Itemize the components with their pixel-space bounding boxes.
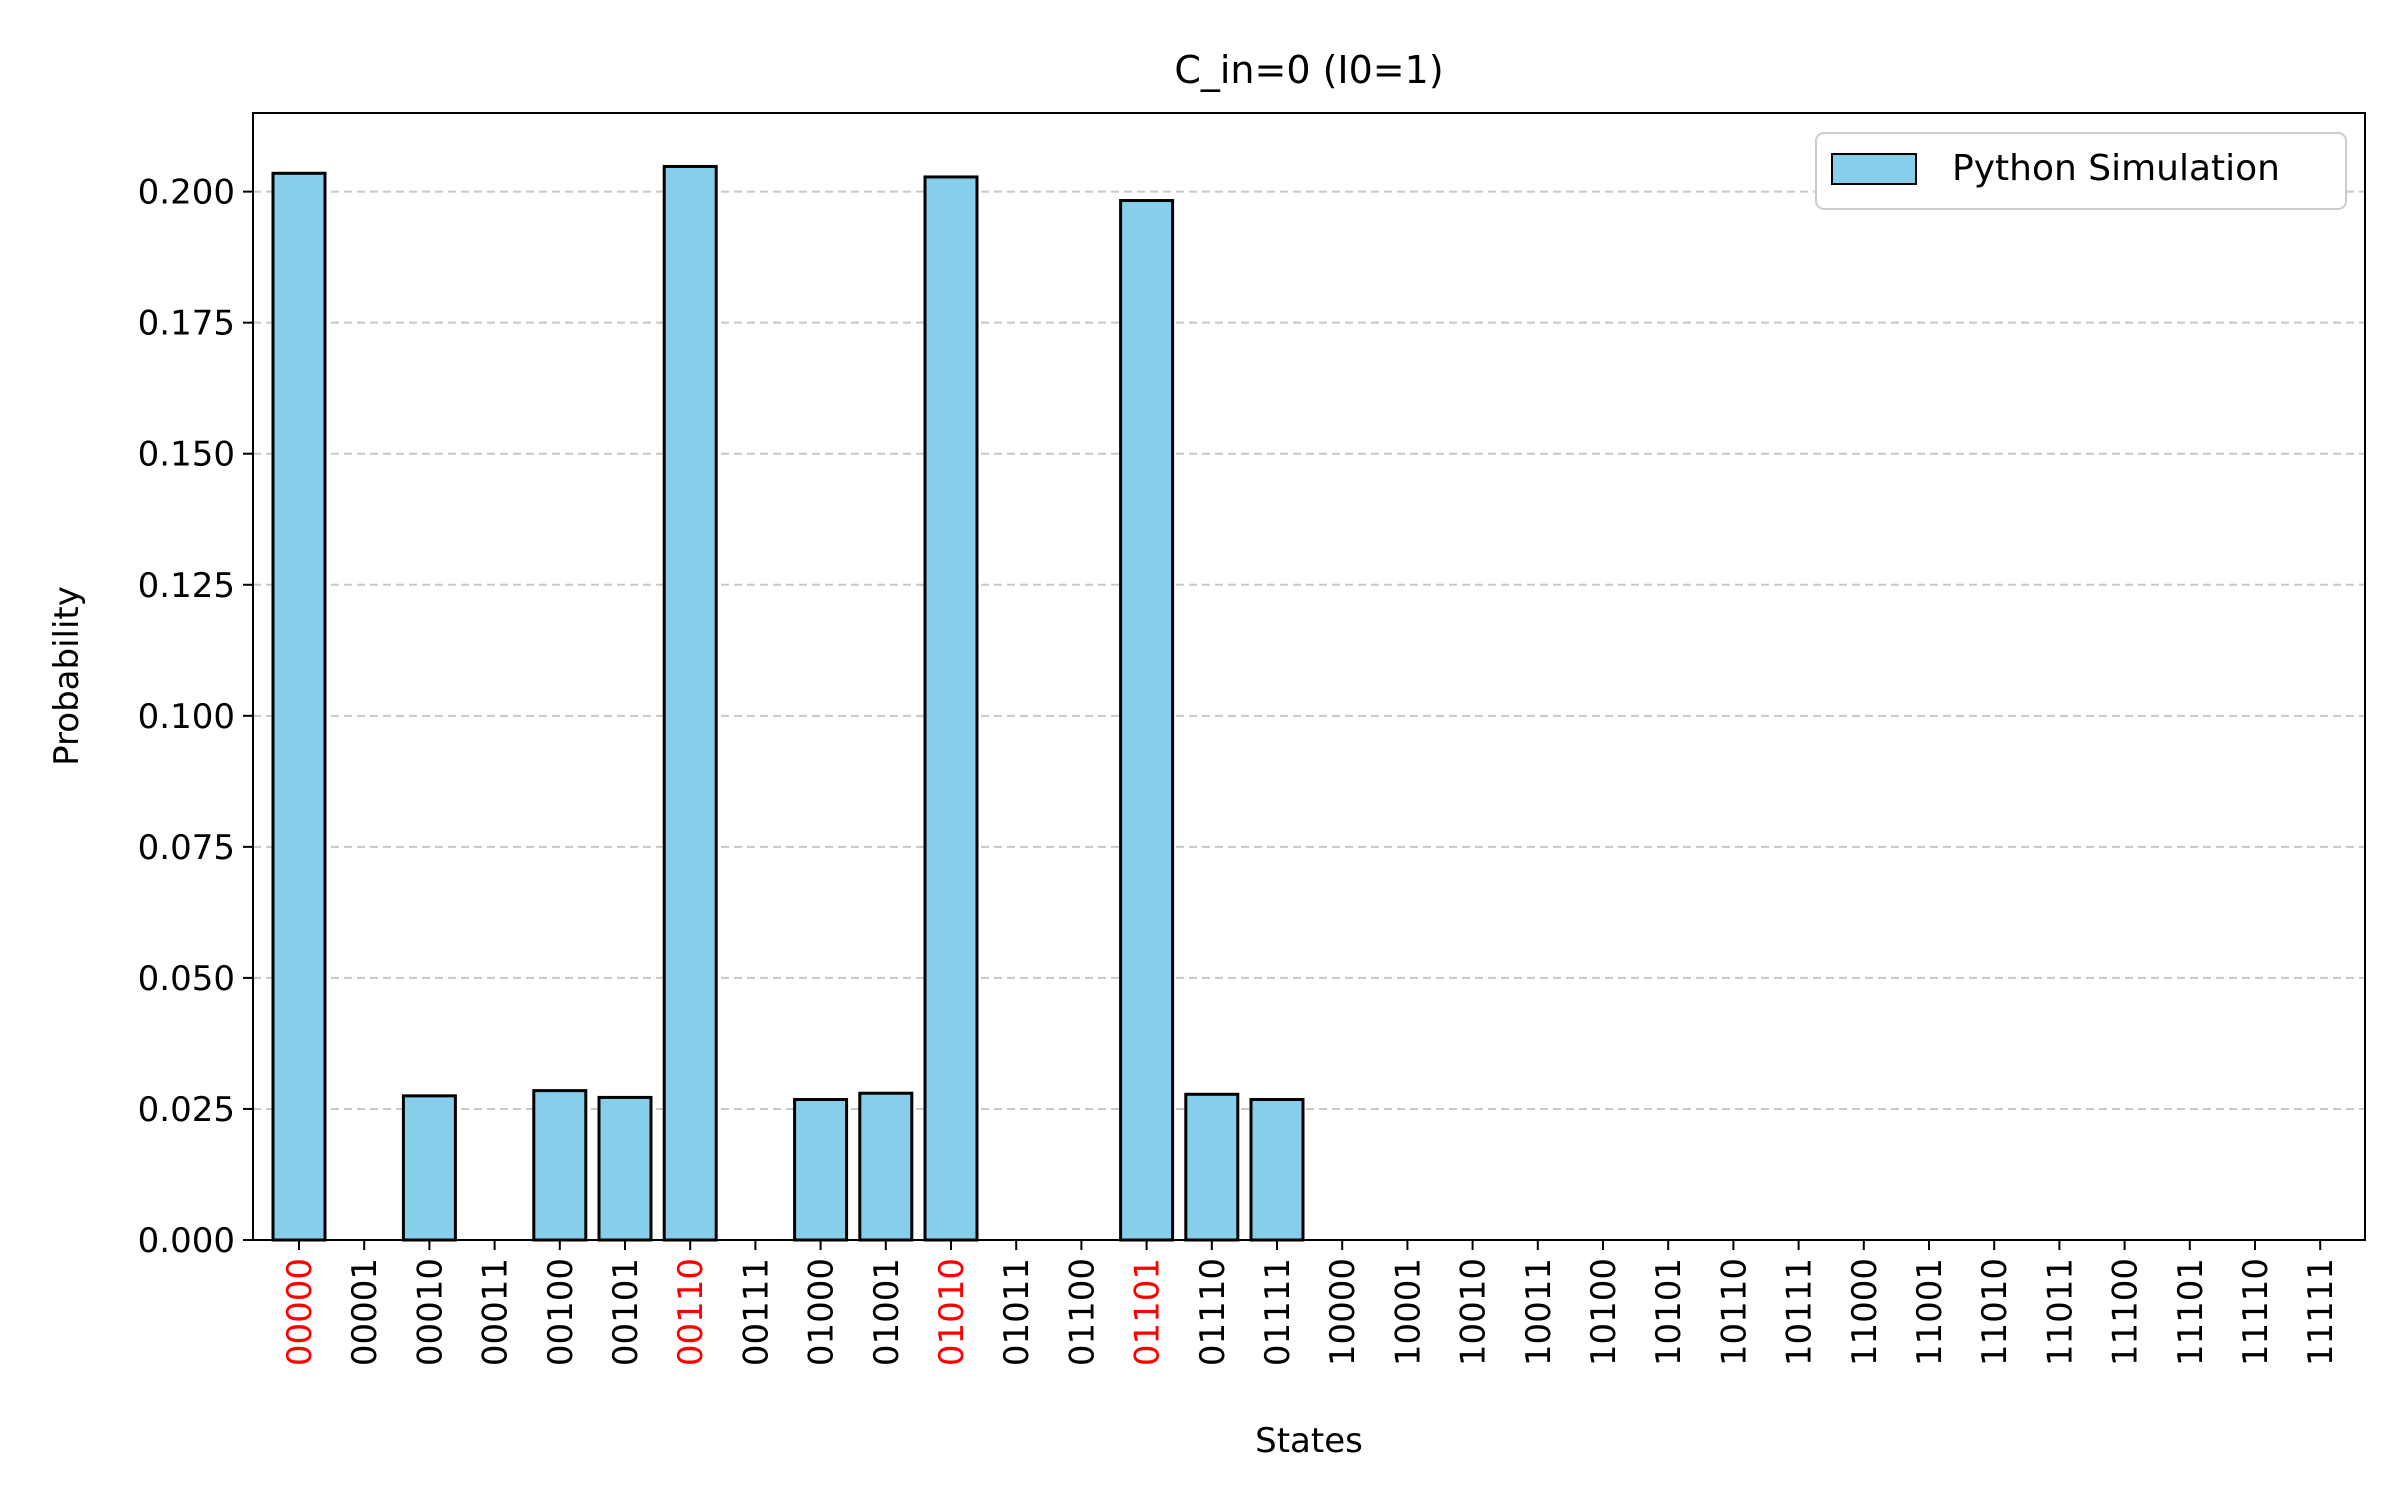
x-tick-label: 01110 [1193, 1258, 1233, 1366]
y-tick-label: 0.025 [138, 1090, 235, 1130]
y-axis-label: Probability [47, 586, 87, 766]
plot-frame [252, 112, 2366, 1241]
y-tick-label: 0.150 [138, 435, 235, 475]
x-tick-label: 00001 [345, 1258, 385, 1366]
x-tick-label: 01000 [802, 1258, 842, 1366]
x-tick-label: 00011 [476, 1258, 516, 1366]
x-tick-label: 10011 [1519, 1258, 1559, 1366]
x-tick-label: 00110 [671, 1258, 711, 1366]
x-tick-label: 01101 [1128, 1258, 1168, 1366]
x-tick-label: 00101 [606, 1258, 646, 1366]
y-tick-label: 0.125 [138, 566, 235, 606]
x-tick-label: 01010 [932, 1258, 972, 1366]
x-tick-label: 11101 [2171, 1258, 2211, 1366]
legend-swatch [1831, 153, 1917, 185]
x-tick-label: 00010 [410, 1258, 450, 1366]
x-tick-label: 11010 [1975, 1258, 2015, 1366]
x-tick-label: 01111 [1258, 1258, 1298, 1366]
legend: Python Simulation [1815, 132, 2347, 210]
y-tick-label: 0.050 [138, 959, 235, 999]
legend-box [1815, 132, 2347, 210]
bar-01000 [793, 1098, 849, 1242]
x-axis-ticks: 00000 00001 00010 00011 00100 00101 00110 00111… [280, 1240, 2341, 1366]
x-tick-label: 11100 [2106, 1258, 2146, 1366]
legend-label: Python Simulation [1952, 148, 2280, 189]
x-tick-label: 10111 [1780, 1258, 1820, 1366]
y-axis-ticks: 0.000 0.025 0.050 0.075 0.100 0.125 0.150 0.175… [138, 173, 253, 1261]
bar-01101 [1119, 199, 1175, 1242]
x-tick-label: 01001 [867, 1258, 907, 1366]
chart-title: C_in=0 (I0=1) [1174, 48, 1443, 92]
x-tick-label: 11001 [1910, 1258, 1950, 1366]
x-tick-label: 10001 [1388, 1258, 1428, 1366]
y-tick-label: 0.100 [138, 697, 235, 737]
x-tick-label: 11000 [1845, 1258, 1885, 1366]
bar-01111 [1249, 1098, 1305, 1242]
x-tick-label: 01011 [997, 1258, 1037, 1366]
y-tick-label: 0.175 [138, 304, 235, 344]
bar-00010 [401, 1094, 457, 1242]
x-tick-label: 10010 [1454, 1258, 1494, 1366]
y-tick-label: 0.200 [138, 173, 235, 213]
x-tick-label: 10110 [1714, 1258, 1754, 1366]
y-tick-label: 0.075 [138, 828, 235, 868]
x-tick-label: 11110 [2236, 1258, 2276, 1366]
x-tick-label: 00000 [280, 1258, 320, 1366]
bar-00000 [271, 171, 327, 1242]
y-tick-label: 0.000 [138, 1221, 235, 1261]
x-tick-label: 11011 [2040, 1258, 2080, 1366]
x-tick-label: 01100 [1062, 1258, 1102, 1366]
x-tick-label: 11111 [2301, 1258, 2341, 1366]
bar-01010 [923, 175, 979, 1242]
bars [271, 164, 1305, 1242]
x-tick-label: 00111 [736, 1258, 776, 1366]
x-tick-label: 10000 [1323, 1258, 1363, 1366]
bar-01110 [1184, 1092, 1240, 1242]
x-axis-label: States [1255, 1421, 1363, 1461]
bar-01001 [858, 1091, 914, 1242]
x-tick-label: 10100 [1584, 1258, 1624, 1366]
bar-00100 [532, 1089, 588, 1242]
bar-00110 [662, 164, 718, 1242]
bar-00101 [597, 1095, 653, 1242]
x-tick-label: 10101 [1649, 1258, 1689, 1366]
x-tick-label: 00100 [541, 1258, 581, 1366]
